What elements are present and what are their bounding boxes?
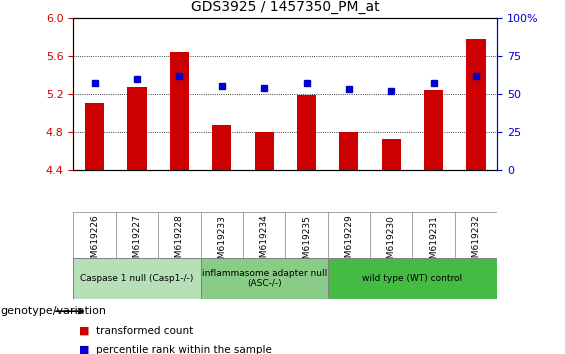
Title: GDS3925 / 1457350_PM_at: GDS3925 / 1457350_PM_at xyxy=(191,0,380,14)
Text: GSM619229: GSM619229 xyxy=(345,215,353,269)
Text: GSM619232: GSM619232 xyxy=(472,215,480,269)
Bar xyxy=(85,103,104,170)
Text: GSM619227: GSM619227 xyxy=(133,215,141,269)
Text: GSM619234: GSM619234 xyxy=(260,215,268,269)
Bar xyxy=(340,132,358,170)
Text: GSM619231: GSM619231 xyxy=(429,215,438,270)
Bar xyxy=(467,39,485,170)
Bar xyxy=(297,95,316,170)
Text: genotype/variation: genotype/variation xyxy=(0,306,106,316)
Bar xyxy=(424,90,443,170)
Bar xyxy=(328,258,497,299)
Text: Caspase 1 null (Casp1-/-): Caspase 1 null (Casp1-/-) xyxy=(80,274,194,283)
Text: inflammasome adapter null
(ASC-/-): inflammasome adapter null (ASC-/-) xyxy=(202,269,327,289)
Text: transformed count: transformed count xyxy=(96,326,193,336)
Text: wild type (WT) control: wild type (WT) control xyxy=(362,274,463,283)
Bar xyxy=(212,125,231,170)
Bar xyxy=(170,52,189,170)
Text: ■: ■ xyxy=(79,344,90,354)
Text: GSM619226: GSM619226 xyxy=(90,215,99,269)
Text: GSM619235: GSM619235 xyxy=(302,215,311,270)
Text: GSM619230: GSM619230 xyxy=(387,215,396,270)
Text: GSM619233: GSM619233 xyxy=(218,215,226,270)
Text: ■: ■ xyxy=(79,326,90,336)
Bar xyxy=(255,132,273,170)
Bar xyxy=(128,87,146,170)
Bar xyxy=(201,258,328,299)
Text: GSM619228: GSM619228 xyxy=(175,215,184,269)
Text: percentile rank within the sample: percentile rank within the sample xyxy=(96,344,272,354)
Bar xyxy=(73,258,201,299)
Bar xyxy=(382,138,401,170)
